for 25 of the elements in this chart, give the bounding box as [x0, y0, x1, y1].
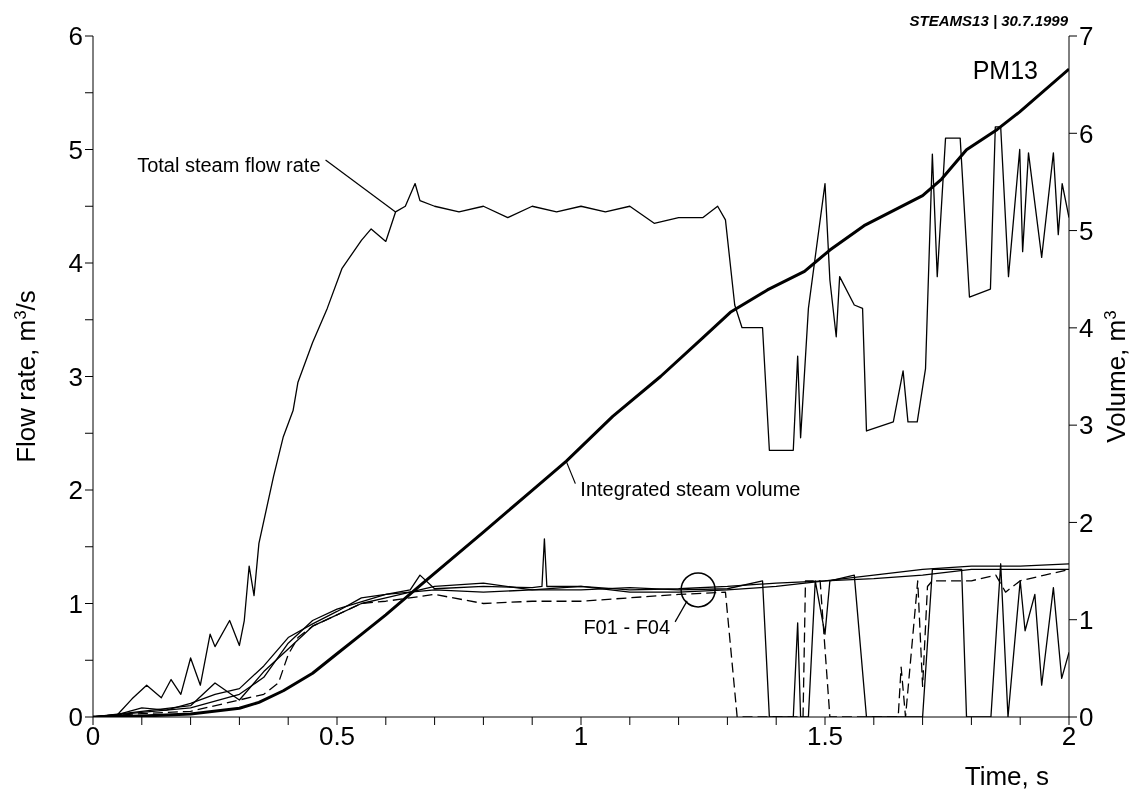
- annotation: PM13: [972, 56, 1038, 85]
- y-tick-label: 6: [68, 21, 83, 52]
- y2-tick-label: 3: [1079, 410, 1094, 441]
- x-tick-label: 1.5: [806, 721, 844, 752]
- y2-tick-label: 5: [1079, 215, 1094, 246]
- y2-tick-label: 4: [1079, 313, 1094, 344]
- y-tick-label: 2: [68, 475, 83, 506]
- x-tick-label: 0.5: [318, 721, 356, 752]
- y-tick-label: 4: [68, 248, 83, 279]
- y2-tick-label: 0: [1079, 702, 1094, 733]
- text: STEAMS13 | 30.7.1999: [909, 12, 1068, 29]
- x-tick-label: 2: [1061, 721, 1077, 752]
- y-tick-label: 1: [68, 588, 83, 619]
- y2-tick-label: 2: [1079, 507, 1094, 538]
- annotation: Integrated steam volume: [580, 477, 801, 500]
- y2-tick-label: 6: [1079, 118, 1094, 149]
- y-tick-label: 3: [68, 361, 83, 392]
- y2-tick-label: 1: [1079, 604, 1094, 635]
- y-tick-label: 0: [68, 702, 83, 733]
- annotation: F01 - F04: [583, 615, 671, 638]
- x-axis-title: Time, s: [964, 761, 1049, 791]
- annotation: Total steam flow rate: [137, 153, 321, 176]
- y2-tick-label: 7: [1079, 21, 1094, 52]
- y-tick-label: 5: [68, 134, 83, 165]
- x-tick-label: 1: [573, 721, 589, 752]
